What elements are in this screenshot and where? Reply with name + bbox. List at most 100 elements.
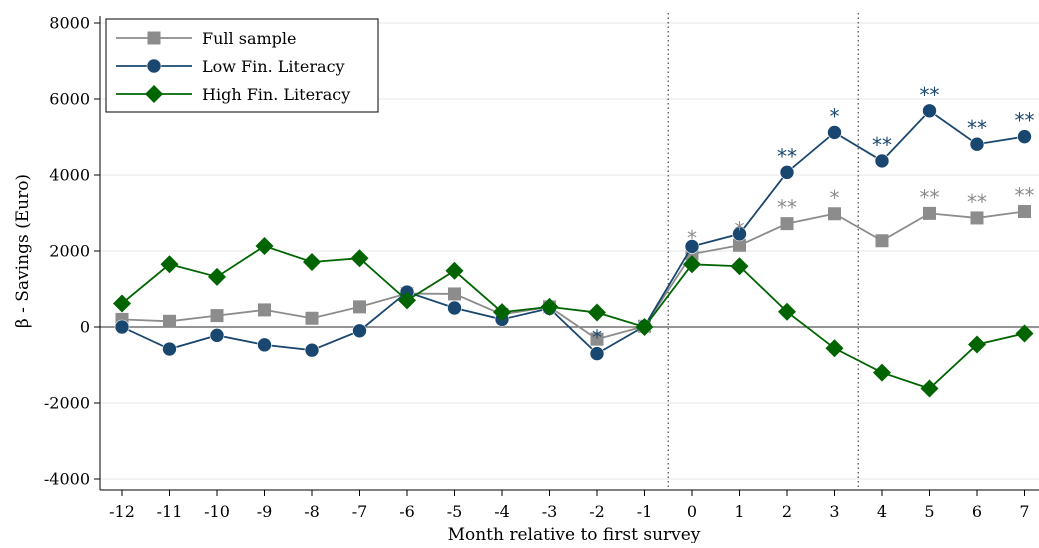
- y-tick-label: 2000: [49, 242, 90, 261]
- x-tick-label: 5: [924, 502, 934, 521]
- data-point-square: [733, 238, 746, 252]
- data-point-diamond: [160, 255, 179, 274]
- data-point-diamond: [968, 335, 986, 354]
- legend-item: High Fin. Literacy: [116, 85, 350, 104]
- data-point-square: [1018, 204, 1031, 218]
- data-point-circle: [146, 58, 162, 74]
- significance-star: *: [687, 226, 697, 250]
- data-point-square: [448, 287, 461, 301]
- data-point-diamond: [398, 291, 416, 310]
- data-point-circle: [1017, 129, 1032, 144]
- data-point-diamond: [145, 85, 163, 103]
- x-tick-label: 6: [972, 502, 982, 521]
- x-tick-label: 7: [1019, 502, 1029, 521]
- data-point-diamond: [635, 318, 654, 336]
- x-tick-label: -11: [157, 502, 183, 521]
- data-point-diamond: [825, 339, 844, 358]
- x-tick-label: 4: [877, 502, 887, 521]
- significance-star: **: [920, 185, 940, 209]
- x-tick-label: -5: [447, 502, 463, 521]
- significance-star: **: [777, 144, 797, 168]
- data-point-diamond: [730, 257, 749, 276]
- data-point-circle: [209, 328, 225, 343]
- significance-star: **: [1015, 109, 1035, 133]
- significance-star: **: [920, 83, 940, 107]
- data-point-circle: [874, 153, 890, 169]
- x-tick-label: -3: [542, 502, 558, 521]
- data-point-diamond: [778, 302, 796, 321]
- series-line: [121, 245, 1025, 390]
- significance-star: *: [830, 104, 840, 128]
- significance-stars-low-fin-literacy: ********** **: [592, 83, 1035, 350]
- data-point-square: [923, 206, 936, 220]
- data-point-circle: [257, 337, 272, 353]
- x-tick-label: 0: [687, 502, 697, 521]
- data-point-diamond: [303, 253, 321, 272]
- x-tick-label: -10: [204, 502, 230, 521]
- data-point-diamond: [540, 297, 559, 316]
- data-point-diamond: [445, 261, 464, 280]
- y-tick-label: -2000: [44, 394, 90, 413]
- y-tick-label: 0: [80, 318, 90, 337]
- y-tick-label: 4000: [49, 166, 90, 185]
- data-point-square: [305, 311, 319, 325]
- legend-label: High Fin. Literacy: [202, 85, 350, 104]
- significance-star: *: [830, 186, 840, 210]
- data-point-diamond: [350, 249, 369, 268]
- data-point-square: [875, 234, 889, 248]
- data-point-diamond: [1015, 324, 1034, 343]
- data-point-circle: [922, 103, 937, 119]
- series-line: [121, 210, 1025, 341]
- data-point-square: [590, 332, 604, 346]
- data-point-diamond: [208, 267, 226, 286]
- legend-item: Full sample: [116, 29, 296, 48]
- data-point-square: [258, 303, 271, 317]
- series-high-fin-literacy: [113, 237, 1034, 398]
- x-tick-label: -8: [304, 502, 320, 521]
- x-tick-label: 1: [734, 502, 744, 521]
- data-point-square: [780, 217, 794, 231]
- significance-star: *: [735, 217, 745, 241]
- data-point-circle: [162, 341, 177, 357]
- x-tick-label: -2: [589, 502, 605, 521]
- y-tick-label: 8000: [49, 14, 90, 33]
- data-point-diamond: [683, 255, 701, 274]
- significance-star: **: [1015, 183, 1035, 207]
- significance-star: *: [592, 326, 602, 350]
- data-point-circle: [684, 239, 700, 254]
- significance-star: **: [872, 133, 892, 157]
- data-point-square: [970, 211, 984, 225]
- significance-star: **: [967, 116, 987, 140]
- data-point-diamond: [873, 363, 891, 382]
- x-tick-label: 2: [782, 502, 792, 521]
- y-axis-title: β - Savings (Euro): [13, 174, 33, 328]
- legend-label: Low Fin. Literacy: [202, 57, 345, 76]
- data-point-circle: [304, 342, 320, 358]
- data-point-diamond: [588, 303, 606, 322]
- legend-label: Full sample: [202, 29, 296, 48]
- data-point-square: [828, 207, 841, 221]
- data-point-diamond: [493, 303, 511, 322]
- data-point-circle: [114, 319, 130, 335]
- legend: Full sample Low Fin. Literacy High Fin. Li…: [105, 18, 379, 113]
- significance-star: **: [777, 196, 797, 220]
- data-point-square: [353, 300, 366, 314]
- data-point-diamond: [255, 237, 274, 256]
- data-point-circle: [969, 136, 985, 152]
- significance-star: **: [967, 190, 987, 214]
- x-tick-label: 3: [829, 502, 839, 521]
- data-point-circle: [589, 346, 605, 361]
- data-point-circle: [827, 125, 842, 140]
- data-point-circle: [352, 323, 367, 339]
- x-tick-label: -12: [109, 502, 135, 521]
- x-tick-label: -4: [494, 502, 510, 521]
- data-point-square: [163, 314, 176, 328]
- data-point-diamond: [920, 379, 939, 398]
- x-tick-label: -6: [399, 502, 415, 521]
- x-tick-label: -1: [637, 502, 653, 521]
- data-point-diamond: [113, 294, 131, 313]
- y-tick-label: -4000: [44, 470, 90, 489]
- significance-stars-full-sample: * *** * ** ** **: [687, 183, 1035, 250]
